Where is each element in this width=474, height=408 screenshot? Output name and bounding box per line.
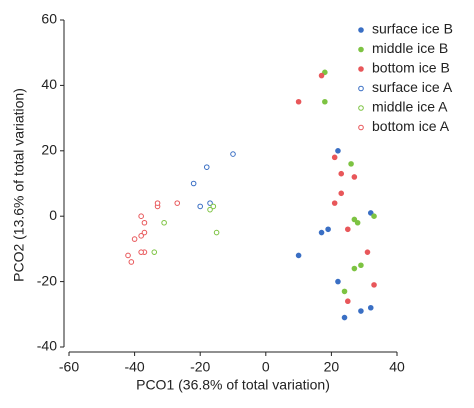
legend-marker [358, 46, 364, 53]
point [367, 210, 374, 216]
legend-marker [358, 27, 364, 33]
legend-marker [358, 66, 364, 72]
point [131, 236, 138, 242]
y-tick-label: 20 [41, 142, 57, 158]
legend-label: surface ice B [372, 21, 453, 37]
legend-label: bottom ice B [372, 60, 450, 76]
point [161, 219, 167, 226]
x-tick-label: -40 [124, 359, 144, 375]
point [203, 164, 210, 170]
point [367, 304, 374, 311]
point [341, 288, 348, 295]
y-tick-label: 40 [41, 76, 57, 92]
point [138, 249, 144, 255]
point [331, 200, 338, 206]
y-tick-label: -20 [37, 272, 57, 288]
point [348, 161, 354, 167]
point [207, 200, 213, 206]
legend-label: bottom ice A [372, 118, 450, 134]
point [358, 262, 364, 269]
point [207, 206, 213, 213]
point [318, 72, 325, 79]
point [338, 170, 345, 177]
x-tick-label: 40 [389, 359, 405, 375]
point [351, 216, 358, 223]
legend-marker [358, 105, 364, 111]
point [295, 98, 302, 105]
x-tick-label: 20 [324, 359, 340, 375]
y-tick-label: 0 [49, 207, 57, 223]
point [322, 98, 328, 105]
point [351, 265, 358, 272]
legend-label: middle ice A [372, 99, 448, 115]
y-tick-label: -40 [37, 338, 57, 354]
point [138, 233, 144, 239]
point [295, 252, 302, 259]
legend-marker [358, 85, 364, 92]
point [230, 151, 236, 157]
point [197, 203, 203, 210]
point [335, 148, 341, 154]
point [322, 69, 328, 76]
y-axis-title: PCO2 (13.6% of total variation) [11, 88, 27, 282]
point [371, 282, 377, 288]
point [138, 213, 144, 219]
point [331, 154, 338, 161]
legend-marker [358, 124, 364, 131]
point [351, 174, 358, 180]
point [358, 308, 364, 314]
x-tick-label: -20 [190, 359, 210, 375]
point [325, 226, 331, 233]
x-tick-label: -60 [59, 359, 79, 375]
x-tick-label: 0 [262, 359, 270, 375]
point [213, 229, 220, 236]
point [345, 298, 351, 305]
point [371, 213, 377, 219]
point [174, 200, 181, 206]
point [190, 180, 197, 187]
point [335, 278, 341, 285]
point [318, 229, 325, 236]
point [341, 314, 348, 321]
legend-label: middle ice B [372, 40, 448, 56]
point [364, 249, 371, 255]
point [128, 259, 135, 265]
point [154, 200, 161, 206]
legend-label: surface ice A [372, 79, 453, 95]
point [141, 219, 148, 226]
point [354, 219, 361, 226]
point [125, 252, 131, 259]
y-tick-label: 60 [41, 11, 57, 27]
point [210, 203, 217, 210]
point [151, 249, 158, 255]
x-axis-title: PCO1 (36.8% of total variation) [136, 377, 330, 393]
point [338, 190, 345, 197]
point [141, 229, 148, 236]
point [345, 226, 351, 233]
